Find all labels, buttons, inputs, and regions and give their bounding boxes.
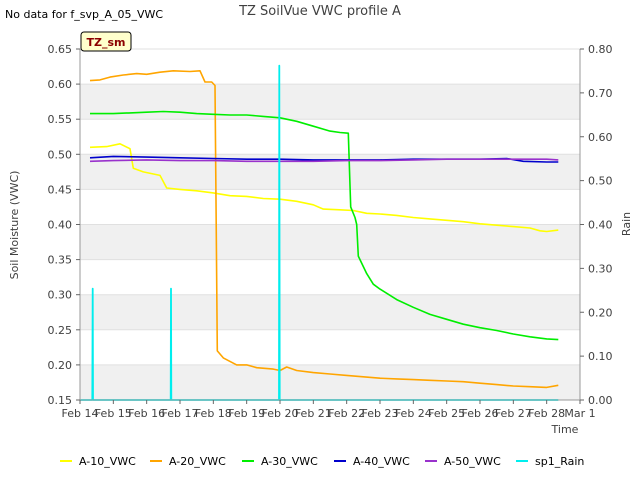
y2-tick-label: 0.70 (588, 87, 613, 100)
series-line-a-10-vwc (89, 143, 559, 233)
x-tick-label: Feb 27 (495, 407, 532, 420)
series-layer (80, 64, 559, 401)
y2-tick-label: 0.50 (588, 175, 613, 188)
plot-band (80, 84, 580, 120)
chart-title: TZ SoilVue VWC profile A (238, 4, 401, 19)
x-tick-label: Feb 16 (128, 407, 165, 420)
x-tick-label: Feb 14 (62, 407, 99, 420)
y-tick-label: 0.20 (48, 359, 73, 372)
x-tick-label: Feb 17 (162, 407, 199, 420)
series-line-a-20-vwc (89, 70, 559, 389)
legend: A-10_VWC A-20_VWC A-30_VWC A-40_VWC A-50_VWC… (60, 455, 584, 468)
y-tick-label: 0.25 (48, 324, 73, 337)
legend-label-a-30-vwc: A-30_VWC (261, 455, 318, 468)
y2-tick-label: 0.00 (588, 394, 613, 407)
nodata-note: No data for f_svp_A_05_VWC (5, 8, 163, 21)
x-tick-label: Feb 23 (362, 407, 399, 420)
y-tick-label: 0.55 (48, 113, 73, 126)
x-tick-label: Feb 18 (195, 407, 232, 420)
x-tick-label: Feb 22 (328, 407, 365, 420)
y-tick-label: 0.40 (48, 219, 73, 232)
y2-tick-label: 0.80 (588, 43, 613, 56)
site-badge-box (80, 31, 132, 52)
site-badge: TZ_sm (80, 31, 132, 52)
series-line-a-30-vwc (90, 110, 559, 341)
legend-label-a-20-vwc: A-20_VWC (169, 455, 226, 468)
y-tick-label: 0.30 (48, 289, 73, 302)
x-tick-label: Feb 20 (262, 407, 299, 420)
y-tick-label: 0.45 (48, 183, 73, 196)
x-tick-label: Feb 24 (395, 407, 432, 420)
y-tick-label: 0.15 (48, 394, 73, 407)
legend-label-sp1-rain: sp1_Rain (535, 455, 584, 468)
site-badge-label: TZ_sm (87, 36, 126, 49)
y-tick-label: 0.65 (48, 43, 73, 56)
y2-tick-label: 0.60 (588, 131, 613, 144)
x-axis-label: Time (551, 423, 579, 436)
x-tick-label: Feb 15 (95, 407, 132, 420)
x-tick-label: Feb 25 (428, 407, 465, 420)
tick-marks: 0.15 0.20 0.25 0.30 0.35 0.40 0.45 0.50 0.55 0.60… (48, 43, 613, 420)
y-tick-label: 0.50 (48, 148, 73, 161)
x-tick-label: Feb 26 (462, 407, 499, 420)
y2-axis-label: Rain (620, 212, 633, 236)
series-line-a-50-vwc (89, 158, 559, 163)
plot-band (80, 364, 580, 400)
x-tick-label: Feb 19 (228, 407, 265, 420)
y-tick-label: 0.60 (48, 78, 73, 91)
y-tick-label: 0.35 (48, 254, 73, 267)
series-line-sp1-rain (80, 64, 559, 401)
y2-tick-label: 0.30 (588, 262, 613, 275)
x-tick-label: Feb 28 (528, 407, 565, 420)
x-tick-label: Feb 21 (295, 407, 332, 420)
legend-label-a-50-vwc: A-50_VWC (444, 455, 501, 468)
legend-label-a-40-vwc: A-40_VWC (353, 455, 410, 468)
plot-band (80, 294, 580, 330)
y2-tick-label: 0.20 (588, 306, 613, 319)
y-axis-label: Soil Moisture (VWC) (8, 171, 21, 280)
legend-label-a-10-vwc: A-10_VWC (79, 455, 136, 468)
x-tick-label: Mar 1 (564, 407, 595, 420)
plot-band (80, 224, 580, 260)
y2-tick-label: 0.10 (588, 350, 613, 363)
y2-tick-label: 0.40 (588, 219, 613, 232)
